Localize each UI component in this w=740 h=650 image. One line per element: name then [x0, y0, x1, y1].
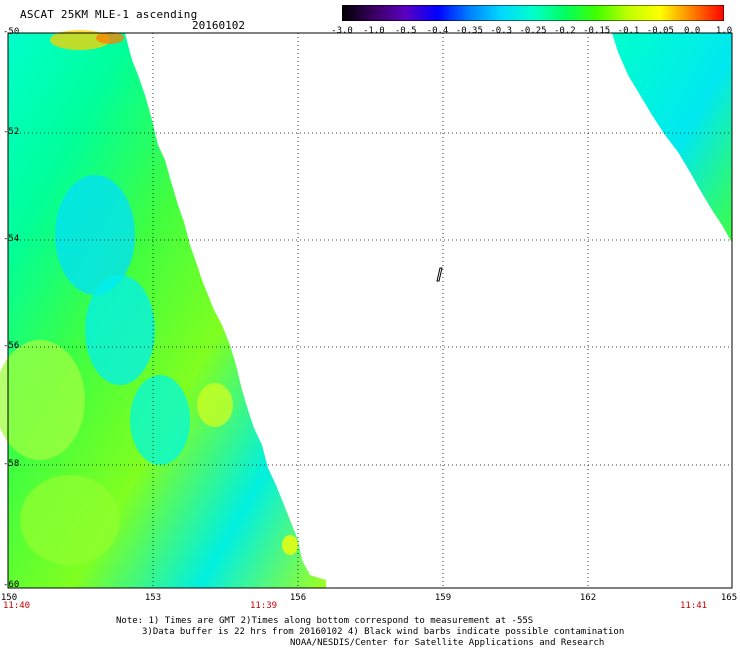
lat-label-60: -60: [3, 580, 20, 590]
color-scale-label: -3.0: [331, 26, 353, 36]
time-label-start: 11:40: [3, 601, 31, 611]
color-scale-label: 1.0: [715, 26, 733, 36]
swath-data-patch: [197, 383, 233, 427]
right-swath-region: [612, 33, 732, 243]
lat-label-56: -56: [3, 341, 20, 351]
swath-data-patch: [50, 30, 110, 50]
color-scale-labels: -3.0 -1.0 -0.5 -0.4 -0.35 -0.3 -0.25 -0.2 -0.15-…: [331, 0, 732, 40]
lon-label-162: 162: [579, 593, 597, 603]
color-scale-label: -0.25: [519, 26, 547, 36]
color-scale-label: -0.3: [490, 26, 512, 36]
lat-label-58: -58: [3, 459, 20, 469]
color-scale-gradient: [342, 5, 724, 21]
color-scale-label: -0.1: [617, 26, 640, 36]
lon-label-150: 150: [0, 593, 18, 603]
swath-data-patch: [0, 340, 85, 460]
wind-barb-icon: [436, 267, 443, 282]
note-line-2: 3)Data buffer is 22 hrs from 20160102 4)…: [142, 627, 625, 637]
swath-data-patch: [130, 375, 190, 465]
lat-label-52: -52: [3, 127, 20, 137]
note-line-3: NOAA/NESDIS/Center for Satellite Applica…: [290, 638, 605, 648]
color-scale-label: -0.05: [646, 26, 674, 36]
color-scale-label: -0.15: [583, 26, 611, 36]
lon-label-159: 159: [434, 593, 452, 603]
time-label-mid: 11:39: [250, 601, 278, 611]
swath-data-patch: [55, 175, 135, 295]
map-title: ASCAT 25KM MLE-1 ascending: [20, 8, 198, 21]
swath-data-patch: [282, 535, 298, 555]
note-line-1: Note: 1) Times are GMT 2)Times along bot…: [116, 616, 534, 626]
lat-label-50: -50: [3, 27, 20, 37]
swath-data-patch: [20, 475, 120, 565]
color-scale-label: -0.4: [426, 26, 449, 36]
lon-label-165: 165: [720, 593, 738, 603]
color-scale-label: 0.0: [684, 26, 701, 36]
color-scale-label: -0.2: [553, 26, 576, 36]
lat-label-54: -54: [3, 234, 20, 244]
swath-data-patch: [96, 32, 124, 44]
swath-data-patch: [85, 275, 155, 385]
map-frame: [7, 32, 733, 589]
lon-label-156: 156: [289, 593, 307, 603]
swath-data-layer: [0, 30, 732, 588]
color-scale-label: -0.5: [394, 26, 417, 36]
time-label-end: 11:41: [680, 601, 708, 611]
grid-lines: [8, 33, 732, 588]
color-scale-label: -0.35: [455, 26, 483, 36]
left-swath-region: [8, 33, 326, 588]
map-date: 20160102: [192, 19, 245, 32]
color-scale-label: -1.0: [362, 26, 385, 36]
color-scale-bar: [342, 5, 724, 21]
lon-label-153: 153: [144, 593, 162, 603]
